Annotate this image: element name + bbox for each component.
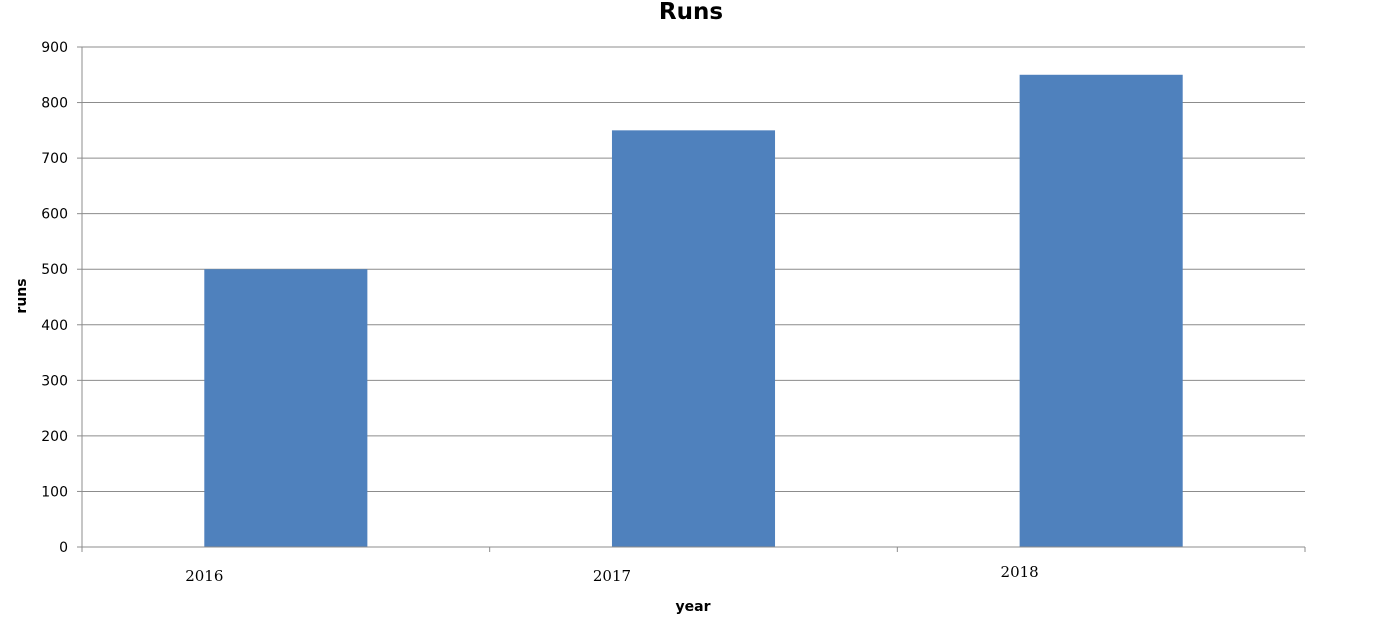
y-tick-label: 300 xyxy=(41,373,68,389)
x-tick-label: 2017 xyxy=(593,567,631,585)
y-tick-label: 0 xyxy=(59,540,68,556)
x-tick-label: 2018 xyxy=(1001,563,1039,581)
x-tick-label: 2016 xyxy=(185,567,223,585)
bar-2016 xyxy=(204,269,368,547)
bar-2018 xyxy=(1019,74,1183,548)
y-tick-label: 900 xyxy=(41,40,68,56)
chart-title: Runs xyxy=(659,0,723,25)
y-axis-label: runs xyxy=(14,278,30,313)
bars xyxy=(204,74,1183,548)
x-axis-ticks: 2016 2017 2018 xyxy=(81,547,1306,585)
axes xyxy=(81,47,1305,548)
bar-2017 xyxy=(611,130,776,548)
y-tick-label: 700 xyxy=(41,151,68,167)
y-tick-label: 800 xyxy=(41,96,68,112)
y-tick-label: 200 xyxy=(41,429,68,445)
y-tick-label: 500 xyxy=(41,262,68,278)
y-tick-label: 100 xyxy=(41,484,68,500)
y-tick-label: 600 xyxy=(41,207,68,223)
x-axis-label: year xyxy=(676,599,711,615)
y-tick-label: 400 xyxy=(41,318,68,334)
y-axis-ticks: 0 100 200 300 400 500 600 700 800 900 xyxy=(41,40,82,556)
